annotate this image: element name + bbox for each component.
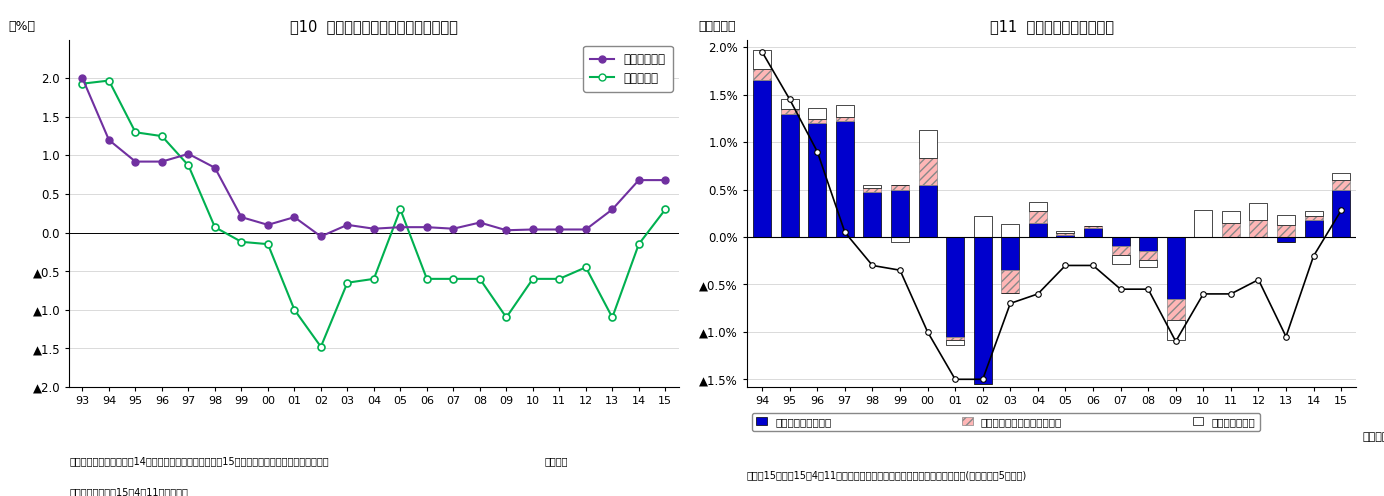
Bar: [781, 109, 799, 114]
Bar: [1277, 225, 1295, 237]
Bar: [808, 108, 826, 120]
Bar: [919, 130, 937, 158]
Bar: [1028, 202, 1046, 211]
Bar: [1111, 247, 1129, 255]
Bar: [1222, 223, 1240, 237]
Bar: [1084, 228, 1102, 237]
Text: （%）: （%）: [8, 20, 35, 33]
Bar: [864, 192, 882, 237]
Bar: [974, 237, 992, 384]
Bar: [891, 189, 909, 237]
Bar: [836, 121, 854, 237]
Title: 図10  ベースアップと所定内給与の関係: 図10 ベースアップと所定内給与の関係: [289, 19, 458, 34]
Text: （年度）: （年度）: [544, 456, 567, 466]
Bar: [1028, 211, 1046, 223]
Bar: [753, 50, 771, 69]
Bar: [919, 185, 937, 237]
Bar: [836, 105, 854, 117]
Bar: [1028, 223, 1046, 237]
Bar: [1222, 211, 1240, 223]
Bar: [1002, 270, 1019, 293]
Bar: [1333, 174, 1351, 180]
Title: 図11  所定内給与の要因分解: 図11 所定内給与の要因分解: [990, 19, 1114, 34]
Bar: [919, 158, 937, 185]
Bar: [891, 237, 909, 242]
Bar: [1277, 237, 1295, 242]
Text: 所定内給与は15年4～11月の平均。: 所定内給与は15年4～11月の平均。: [69, 488, 188, 496]
Bar: [781, 114, 799, 237]
Bar: [947, 337, 965, 340]
Bar: [808, 123, 826, 237]
Text: （注）15年度は15年4～11月の平均。（資料）厚生労働省「毎月勤労統計」(事業所規樘5人以上): （注）15年度は15年4～11月の平均。（資料）厚生労働省「毎月勤労統計」(事業…: [747, 470, 1027, 480]
Text: （前年比）: （前年比）: [699, 20, 736, 33]
Bar: [864, 185, 882, 187]
Text: （注）ベースアップは、14年度までは中央労働委員会、15年度は日本労働組合総連合会の値。: （注）ベースアップは、14年度までは中央労働委員会、15年度は日本労働組合総連合…: [69, 456, 329, 466]
Bar: [974, 216, 992, 237]
Bar: [1305, 211, 1323, 216]
Bar: [1333, 180, 1351, 189]
Bar: [1305, 216, 1323, 220]
Bar: [947, 237, 965, 337]
Bar: [1084, 226, 1102, 228]
Bar: [1167, 299, 1185, 319]
Text: （年度）: （年度）: [1362, 432, 1384, 442]
Bar: [1167, 237, 1185, 299]
Bar: [1056, 231, 1074, 233]
Bar: [781, 99, 799, 109]
Bar: [1250, 203, 1268, 220]
Bar: [1056, 235, 1074, 237]
Legend: 一般労働者賃金要因, パートタイム労働者賃金要因, パート比率要因: 一般労働者賃金要因, パートタイム労働者賃金要因, パート比率要因: [752, 413, 1259, 431]
Legend: ベースアップ, 所定内給与: ベースアップ, 所定内給与: [584, 46, 673, 92]
Bar: [753, 69, 771, 80]
Bar: [836, 117, 854, 121]
Bar: [947, 340, 965, 345]
Bar: [1111, 237, 1129, 247]
Bar: [864, 187, 882, 192]
Bar: [891, 185, 909, 189]
Bar: [1056, 233, 1074, 235]
Bar: [1305, 220, 1323, 237]
Bar: [1111, 255, 1129, 263]
Bar: [1333, 189, 1351, 237]
Bar: [1002, 237, 1019, 270]
Bar: [1002, 224, 1019, 237]
Bar: [1139, 237, 1157, 251]
Bar: [1167, 319, 1185, 340]
Bar: [1194, 210, 1212, 237]
Bar: [753, 80, 771, 237]
Bar: [1139, 251, 1157, 260]
Bar: [1250, 220, 1268, 237]
Bar: [1277, 215, 1295, 225]
Bar: [1139, 260, 1157, 267]
Bar: [808, 120, 826, 123]
